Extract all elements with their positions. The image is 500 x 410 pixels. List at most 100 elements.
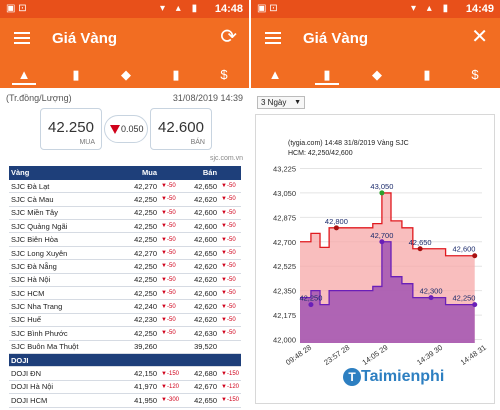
gold-bars-icon[interactable]: ▲ xyxy=(268,67,282,82)
coin-pile-icon[interactable]: ◆ xyxy=(372,67,382,82)
table-row[interactable]: SJC Huế 42,230 ▼-50 42,620 ▼-50 xyxy=(9,313,241,328)
table-header: Vàng Mua Bán xyxy=(9,166,241,180)
gold-bars-icon[interactable]: ▲ xyxy=(12,65,36,85)
row-sell-change xyxy=(219,340,241,354)
down-arrow-icon: ▼ xyxy=(221,276,227,283)
coin-pile-icon[interactable]: ◆ xyxy=(121,67,131,82)
change-value: -50 xyxy=(226,236,236,243)
table-row[interactable]: SJC Buôn Ma Thuột 39,260 39,520 xyxy=(9,340,241,354)
table-row[interactable]: SJC Biên Hòa 42,250 ▼-50 42,600 ▼-50 xyxy=(9,232,241,247)
table-row[interactable]: DOJI ĐN 42,150 ▼-150 42,680 ▼-150 xyxy=(9,366,241,381)
row-buy: 42,250 xyxy=(121,286,160,301)
row-sell-change: ▼-50 xyxy=(219,246,241,261)
buy-label: MUA xyxy=(79,139,95,146)
tab-bar: ▲ ▮ ◆ ▮ $ xyxy=(0,62,249,88)
row-sell-change: ▼-50 xyxy=(219,192,241,207)
down-arrow-icon: ▼ xyxy=(161,316,167,323)
dollar-coins-icon[interactable]: $ xyxy=(220,67,228,82)
row-sell: 42,600 xyxy=(181,206,220,221)
data-label: 42,250 xyxy=(453,294,476,303)
row-sell-change: ▼-150 xyxy=(219,366,241,381)
notification-icons: ▣ ⊡ xyxy=(257,3,278,14)
row-buy: 39,260 xyxy=(121,340,160,354)
down-arrow-icon: ▼ xyxy=(221,196,227,203)
row-buy-change: ▼-50 xyxy=(159,192,181,207)
app-title: Giá Vàng xyxy=(303,30,369,47)
sell-price: 42.600 xyxy=(158,119,204,136)
status-bar: ▣ ⊡ ▾ ▴ ▮ 14:49 xyxy=(251,0,500,18)
row-buy-change: ▼-50 xyxy=(159,299,181,314)
row-name: SJC Huế xyxy=(9,313,121,328)
row-name: SJC Bình Phước xyxy=(9,326,121,341)
bar-chart-up-icon[interactable]: ▮ xyxy=(423,67,431,82)
row-sell: 42,620 xyxy=(181,192,220,207)
dollar-coins-icon[interactable]: $ xyxy=(471,67,479,82)
down-arrow-icon: ▼ xyxy=(221,330,227,337)
table-row[interactable]: SJC HCM 42,250 ▼-50 42,600 ▼-50 xyxy=(9,286,241,301)
table-row[interactable]: SJC Miền Tây 42,250 ▼-50 42,600 ▼-50 xyxy=(9,206,241,221)
change-value: -120 xyxy=(166,383,179,390)
table-row[interactable]: DOJI HCM 41,950 ▼-300 42,650 ▼-150 xyxy=(9,393,241,408)
table-row[interactable]: SJC Long Xuyên 42,270 ▼-50 42,650 ▼-50 xyxy=(9,246,241,261)
table-row[interactable]: SJC Quảng Ngãi 42,250 ▼-50 42,600 ▼-50 xyxy=(9,219,241,234)
down-arrow-icon: ▼ xyxy=(161,183,167,190)
row-name: SJC Quảng Ngãi xyxy=(9,219,121,234)
tools-icon[interactable]: ✕ xyxy=(471,26,488,48)
table-row[interactable]: SJC Đà Nẵng 42,250 ▼-50 42,620 ▼-50 xyxy=(9,259,241,274)
row-sell: 42,650 xyxy=(181,246,220,261)
row-buy-change: ▼-50 xyxy=(159,326,181,341)
chart-header-line2: HCM: 42,250/42,600 xyxy=(288,150,353,157)
table-row[interactable]: SJC Bình Phước 42,250 ▼-50 42,630 ▼-50 xyxy=(9,326,241,341)
hamburger-menu-icon[interactable] xyxy=(265,32,281,44)
row-sell: 42,620 xyxy=(181,273,220,288)
down-arrow-icon: ▼ xyxy=(221,316,227,323)
change-value: -50 xyxy=(226,196,236,203)
data-point xyxy=(472,253,478,259)
table-row[interactable]: SJC Cà Mau 42,250 ▼-50 42,620 ▼-50 xyxy=(9,192,241,207)
source-link[interactable]: sjc.com.vn xyxy=(209,155,243,162)
series-area xyxy=(300,241,475,343)
row-buy: 42,250 xyxy=(121,192,160,207)
down-arrow-icon: ▼ xyxy=(161,209,167,216)
buy-price: 42.250 xyxy=(48,119,94,136)
data-label: 42,600 xyxy=(453,245,476,254)
down-arrow-icon: ▼ xyxy=(221,236,227,243)
row-buy-change: ▼-300 xyxy=(159,393,181,408)
row-sell: 42,600 xyxy=(181,232,220,247)
row-name: SJC Long Xuyên xyxy=(9,246,121,261)
chart-icon[interactable]: ▮ xyxy=(315,65,339,85)
table-row[interactable]: SJC Nha Trang 42,240 ▼-50 42,620 ▼-50 xyxy=(9,299,241,314)
chart-icon[interactable]: ▮ xyxy=(72,67,80,82)
row-sell-change: ▼-50 xyxy=(219,273,241,288)
row-buy: 42,250 xyxy=(121,219,160,234)
change-value: -50 xyxy=(166,290,176,297)
table-row[interactable]: SJC Đà Lạt 42,270 ▼-50 42,650 ▼-50 xyxy=(9,179,241,194)
row-sell: 42,620 xyxy=(181,259,220,274)
down-arrow-icon: ▼ xyxy=(161,250,167,257)
data-label: 42,800 xyxy=(325,217,348,226)
sell-label: BÁN xyxy=(190,139,205,146)
series-line xyxy=(300,192,475,257)
change-value: -50 xyxy=(226,223,236,230)
row-buy-change: ▼-50 xyxy=(159,206,181,221)
system-icons: ▾ ▴ ▮ xyxy=(160,3,202,14)
data-label: 43,050 xyxy=(370,182,393,191)
row-name: SJC Cà Mau xyxy=(9,192,121,207)
range-select[interactable]: 3 Ngày ▼ xyxy=(257,96,305,109)
table-row[interactable]: SJC Hà Nội 42,250 ▼-50 42,620 ▼-50 xyxy=(9,273,241,288)
change-value: -50 xyxy=(166,263,176,270)
change-value: -150 xyxy=(226,370,239,377)
row-sell-change: ▼-50 xyxy=(219,219,241,234)
down-arrow-icon: ▼ xyxy=(221,370,227,377)
row-name: SJC Buôn Ma Thuột xyxy=(9,340,121,354)
header-name: Vàng xyxy=(9,166,121,180)
row-buy: 42,270 xyxy=(121,246,160,261)
change-value: -50 xyxy=(226,303,236,310)
down-arrow-icon: ▼ xyxy=(161,330,167,337)
down-arrow-icon: ▼ xyxy=(221,263,227,270)
table-row[interactable]: DOJI Hà Nội 41,970 ▼-120 42,670 ▼-120 xyxy=(9,380,241,395)
bar-chart-up-icon[interactable]: ▮ xyxy=(172,67,180,82)
refresh-icon[interactable]: ⟳ xyxy=(220,26,237,48)
down-arrow-icon: ▼ xyxy=(161,290,167,297)
hamburger-menu-icon[interactable] xyxy=(14,32,30,44)
